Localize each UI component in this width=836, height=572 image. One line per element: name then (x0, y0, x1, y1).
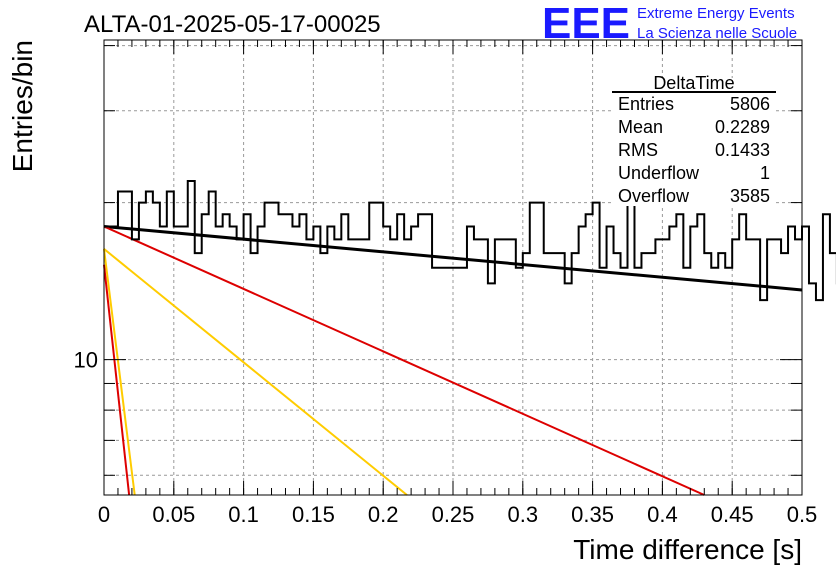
stats-rows: Entries 5806 Mean 0.2289 RMS 0.1433 Underflow 1… (618, 94, 770, 206)
stats-title: DeltaTime (653, 73, 734, 93)
stats-label: RMS (618, 140, 658, 160)
fit-line (103, 248, 136, 496)
fit-line (103, 248, 408, 496)
stats-label: Underflow (618, 163, 700, 183)
run-title: ALTA-01-2025-05-17-00025 (84, 11, 381, 38)
stats-value: 3585 (730, 186, 770, 206)
x-tick-label: 0 (98, 502, 110, 527)
y-tick-label: 10 (74, 348, 98, 373)
x-tick-label: 0.45 (711, 502, 754, 527)
stats-value: 5806 (730, 94, 770, 114)
stats-box: DeltaTime Entries 5806 Mean 0.2289 RMS 0.1433… (612, 73, 776, 206)
stats-value: 1 (760, 163, 770, 183)
stats-value: 0.2289 (715, 117, 770, 137)
x-tick-label: 0.1 (228, 502, 259, 527)
histogram (104, 180, 836, 302)
eee-logo: EEE (542, 0, 630, 48)
stats-label: Overflow (618, 186, 690, 206)
logo-line-2: La Scienza nelle Scuole (637, 25, 797, 42)
x-tick-label: 0.3 (508, 502, 539, 527)
fit-line (103, 224, 803, 292)
x-tick-labels: 0 0.05 0.1 0.15 0.2 0.25 0.3 0.35 0.4 0.45 0.5 (98, 502, 817, 527)
x-tick-label: 0.15 (292, 502, 335, 527)
logo-line-1: Extreme Energy Events (637, 5, 795, 22)
x-tick-label: 0.05 (152, 502, 195, 527)
x-tick-label: 0.5 (787, 502, 818, 527)
stats-value: 0.1433 (715, 140, 770, 160)
stats-box-background (612, 78, 776, 206)
x-axis-label: Time difference [s] (573, 534, 802, 565)
fit-lines (103, 224, 803, 496)
x-tick-label: 0.2 (368, 502, 399, 527)
fit-line (103, 225, 705, 496)
fit-line (103, 264, 131, 496)
x-tick-label: 0.35 (571, 502, 614, 527)
stats-label: Entries (618, 94, 674, 114)
axis-ticks (103, 40, 803, 495)
y-axis-label: Entries/bin (7, 40, 38, 172)
y-tick-labels: 10 (74, 348, 98, 373)
x-tick-label: 0.25 (432, 502, 475, 527)
stats-label: Mean (618, 117, 663, 137)
x-tick-label: 0.4 (647, 502, 678, 527)
